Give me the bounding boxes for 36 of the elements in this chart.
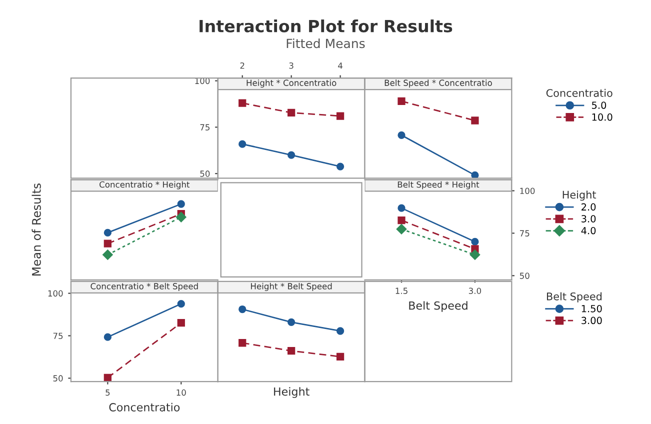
x-tick-label: 10 [176,389,186,396]
y-axis-title: Mean of Results [32,184,41,276]
legend-label: 5.0 [592,102,606,109]
x-tick-label: 3 [289,62,294,69]
x-tick-label: 4 [338,62,342,69]
y-tick-label: 100 [48,290,63,297]
y-tick-label: 100 [520,188,535,194]
y-tick-label: 50 [53,375,63,382]
text: Interaction Plot for Results [200,19,452,32]
legend-title: Belt Speed [546,292,602,302]
chart-title: Height * Belt Speed [251,282,332,291]
y-tick-label: 75 [53,332,63,340]
legend-label: 3.00 [582,316,602,324]
text: Fitted Means [286,38,365,48]
x-tick-label: 2 [240,62,244,69]
legend-label: 3.0 [582,215,596,222]
y-tick-label: 50 [200,170,210,177]
y-tick-label: 75 [200,124,210,130]
chart-title: Belt Speed * Concentratio [384,80,492,88]
chart-title: Belt Speed * Height [398,181,480,190]
y-tick-label: 50 [520,272,530,279]
legend-label: 2.0 [582,203,596,211]
chart-title: Concentratio * Height [100,181,190,190]
legend-label: 4.0 [581,226,596,234]
legend-label: 1.50 [582,304,602,312]
x-axis-title: Belt Speed [409,301,468,312]
legend-label: 10.0 [592,113,612,121]
x-tick-label: 5 [106,389,110,396]
x-axis-title: Height [274,387,310,398]
x-axis-title: Concentratio [109,402,180,412]
legend-title: Concentratio [546,88,612,97]
legend-title: Height [562,190,596,201]
y-tick-label: 75 [520,230,530,236]
chart-title: Height * Concentratio [246,80,336,88]
x-tick-label: 1.5 [396,288,408,294]
chart-title: Concentratio * Belt Speed [90,282,198,291]
